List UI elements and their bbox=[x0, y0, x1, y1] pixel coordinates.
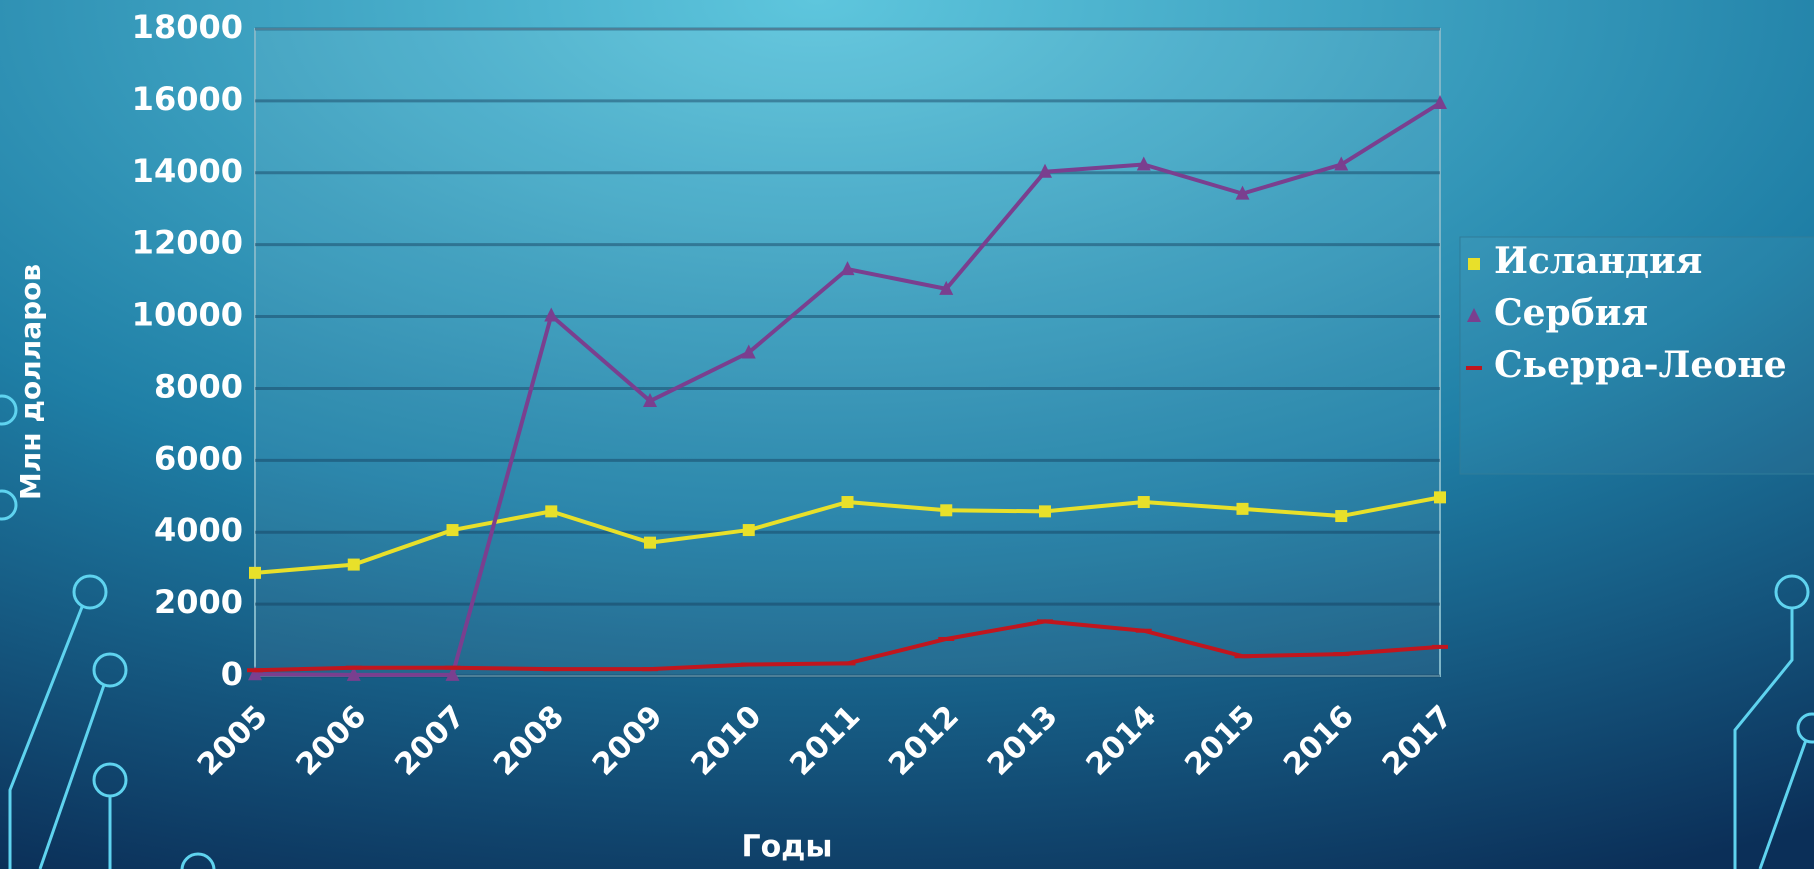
data-point bbox=[642, 667, 658, 671]
x-axis-title: Годы bbox=[741, 830, 832, 865]
data-point bbox=[1039, 505, 1051, 517]
y-tick-label: 12000 bbox=[132, 224, 243, 262]
y-tick-label: 14000 bbox=[132, 152, 243, 190]
data-point bbox=[247, 668, 263, 672]
data-point bbox=[348, 559, 360, 571]
data-point bbox=[1333, 652, 1349, 656]
data-point bbox=[741, 662, 757, 666]
data-point bbox=[1136, 629, 1152, 633]
legend-label: Исландия bbox=[1494, 240, 1702, 282]
data-point bbox=[445, 666, 461, 670]
data-point bbox=[743, 524, 755, 536]
data-point bbox=[1138, 496, 1150, 508]
data-point bbox=[447, 524, 459, 536]
legend-label: Сьерра-Леоне bbox=[1494, 344, 1787, 386]
data-point bbox=[1434, 491, 1446, 503]
data-point bbox=[545, 505, 557, 517]
data-point bbox=[1237, 503, 1249, 515]
y-axis-title: Млн долларов bbox=[14, 264, 47, 500]
data-point bbox=[1037, 619, 1053, 623]
page: Млн долларов Годы 0 2000 4000 6000 8000 10000… bbox=[0, 0, 1814, 869]
y-tick-label: 8000 bbox=[154, 367, 243, 405]
plot-area bbox=[255, 29, 1440, 676]
y-tick-label: 4000 bbox=[154, 511, 243, 549]
legend-marker bbox=[1466, 366, 1482, 370]
data-point bbox=[1235, 654, 1251, 658]
data-point bbox=[940, 504, 952, 516]
y-tick-label: 16000 bbox=[132, 80, 243, 118]
data-point bbox=[840, 661, 856, 665]
y-tick-label: 10000 bbox=[132, 296, 243, 334]
y-tick-label: 18000 bbox=[132, 8, 243, 46]
data-point bbox=[543, 667, 559, 671]
y-tick-label: 6000 bbox=[154, 439, 243, 477]
data-point bbox=[938, 637, 954, 641]
data-point bbox=[842, 496, 854, 508]
legend-label: Сербия bbox=[1494, 292, 1648, 334]
y-tick-label: 0 bbox=[221, 655, 243, 693]
data-point bbox=[644, 537, 656, 549]
chart: Млн долларов Годы 0 2000 4000 6000 8000 10000… bbox=[0, 0, 1814, 869]
legend-marker bbox=[1468, 258, 1480, 270]
data-point bbox=[249, 567, 261, 579]
y-tick-label: 2000 bbox=[154, 583, 243, 621]
data-point bbox=[1335, 510, 1347, 522]
data-point bbox=[1432, 645, 1448, 649]
data-point bbox=[346, 666, 362, 670]
